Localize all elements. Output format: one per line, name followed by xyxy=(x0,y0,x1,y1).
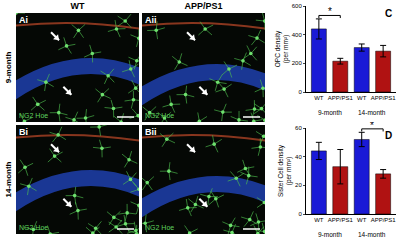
svg-text:WT: WT xyxy=(314,217,324,223)
svg-text:Sister Cell density(per mm²): Sister Cell density(per mm²) xyxy=(277,144,293,197)
svg-text:0: 0 xyxy=(298,89,302,95)
html-text:9-month: 9-month xyxy=(3,51,13,83)
svg-text:Bii: Bii xyxy=(145,127,157,137)
svg-text:Bi: Bi xyxy=(19,127,28,137)
svg-text:WT: WT xyxy=(357,217,367,223)
svg-text:*: * xyxy=(328,6,332,17)
svg-text:WT: WT xyxy=(314,95,324,101)
svg-text:APP/PS1: APP/PS1 xyxy=(371,217,397,223)
svg-text:D: D xyxy=(385,130,392,141)
svg-text:Aii: Aii xyxy=(145,15,157,25)
svg-text:400: 400 xyxy=(292,32,303,38)
svg-text:Ai: Ai xyxy=(19,15,28,25)
svg-text:NG2 Hoe: NG2 Hoe xyxy=(19,224,48,231)
svg-text:APP/PS1: APP/PS1 xyxy=(371,95,397,101)
svg-text:NG2 Hoe: NG2 Hoe xyxy=(19,112,48,119)
svg-text:20: 20 xyxy=(295,182,302,188)
html-text:WT: WT xyxy=(70,1,85,11)
svg-text:600: 600 xyxy=(292,3,303,9)
svg-text:0: 0 xyxy=(298,211,302,217)
html-text:APP/PS1: APP/PS1 xyxy=(184,1,223,11)
svg-text:C: C xyxy=(385,8,392,19)
svg-text:14-month: 14-month xyxy=(358,231,386,238)
svg-text:NG2 Hoe: NG2 Hoe xyxy=(145,112,174,119)
svg-text:9-month: 9-month xyxy=(318,109,342,116)
svg-text:9-month: 9-month xyxy=(318,231,342,238)
html-text:14-month: 14-month xyxy=(3,161,13,197)
svg-text:60: 60 xyxy=(295,125,302,131)
svg-text:APP/PS1: APP/PS1 xyxy=(328,217,354,223)
svg-text:NG2 Hoe: NG2 Hoe xyxy=(145,224,174,231)
svg-text:40: 40 xyxy=(295,154,302,160)
svg-text:APP/PS1: APP/PS1 xyxy=(328,95,354,101)
svg-text:14-month: 14-month xyxy=(358,109,386,116)
svg-text:200: 200 xyxy=(292,60,303,66)
svg-text:OPC density(per mm²): OPC density(per mm²) xyxy=(274,30,290,67)
svg-text:WT: WT xyxy=(357,95,367,101)
svg-text:*: * xyxy=(370,122,374,131)
